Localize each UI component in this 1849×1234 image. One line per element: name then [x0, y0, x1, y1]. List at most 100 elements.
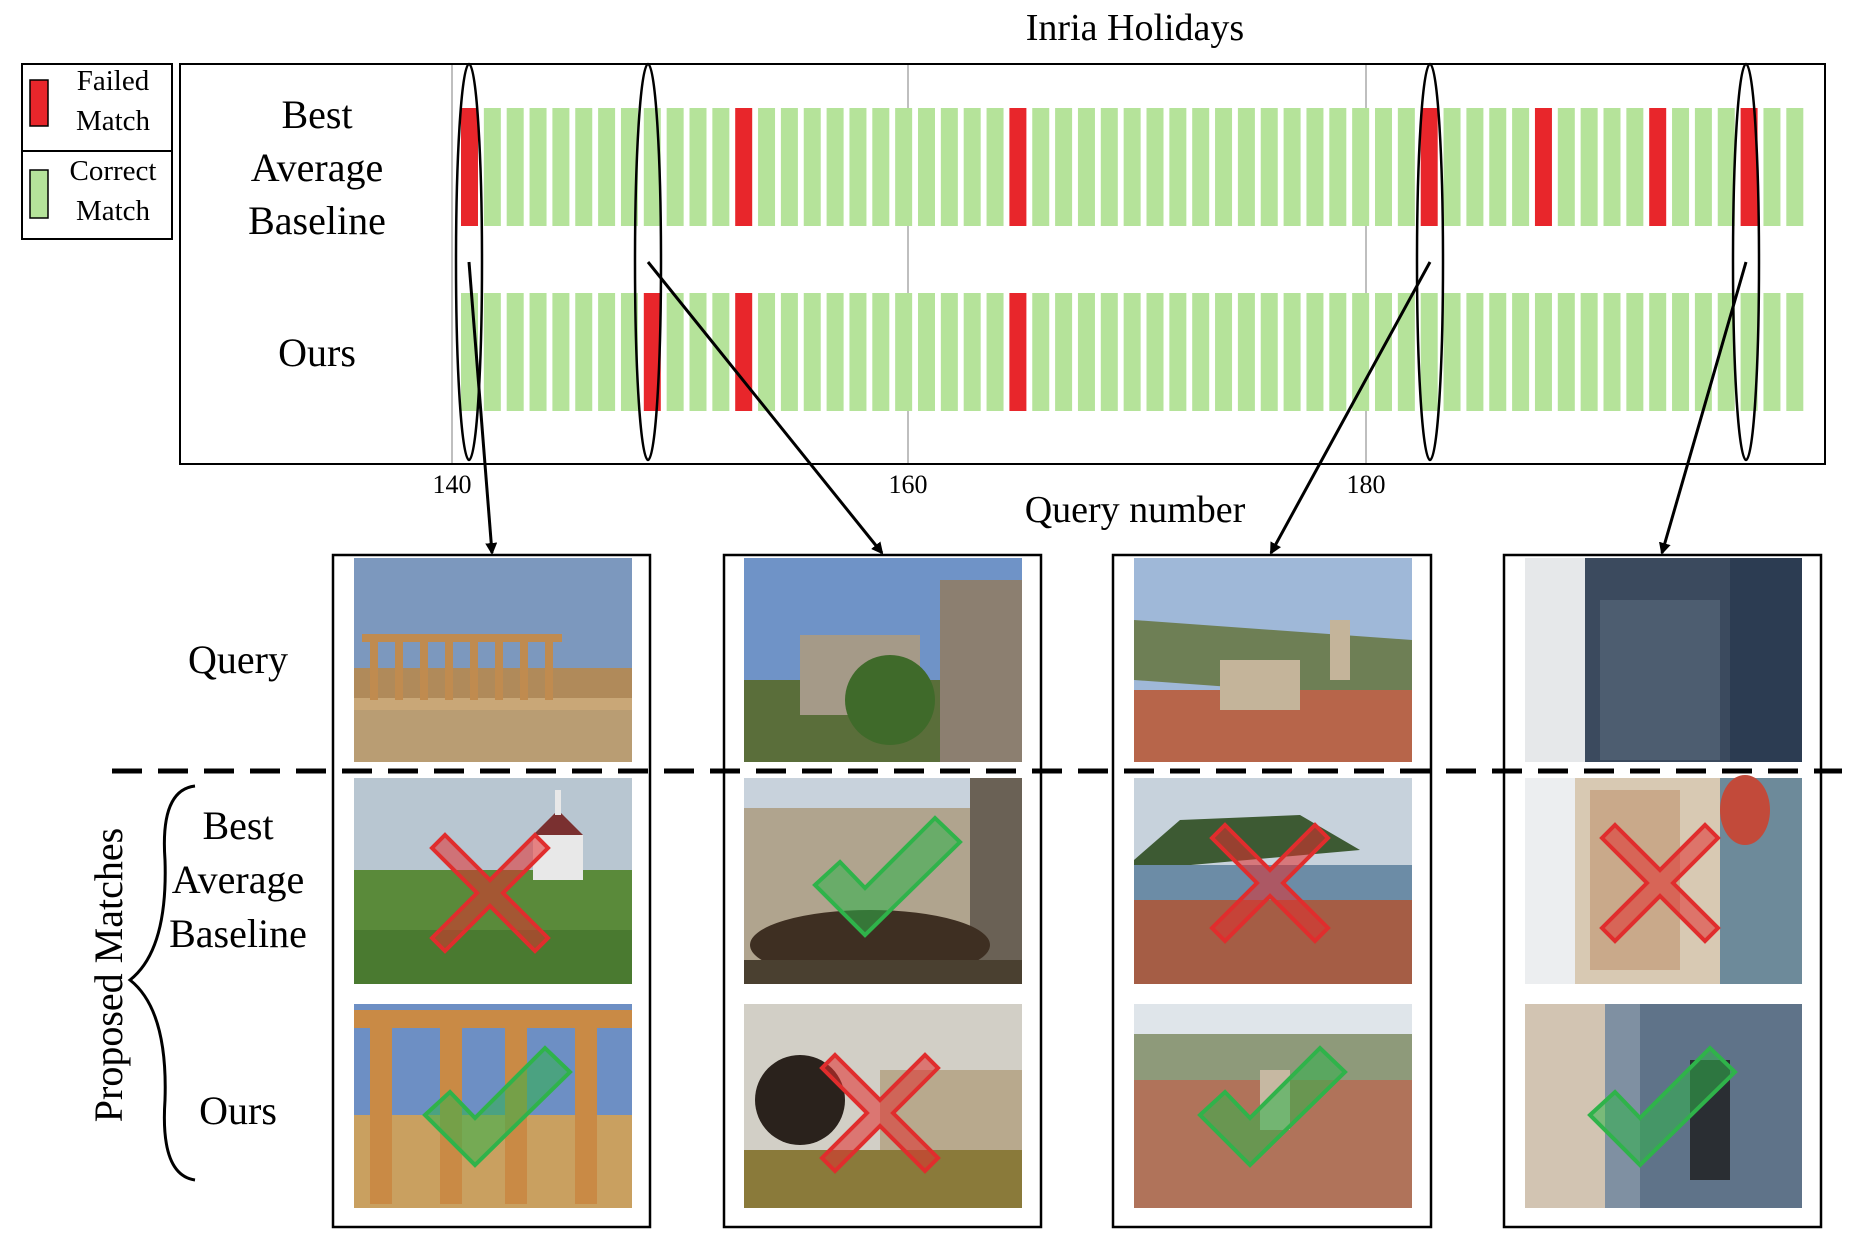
ours-bar-156	[803, 293, 821, 411]
baseline-match-label-3: Baseline	[169, 911, 307, 956]
ours-bar-155	[780, 293, 798, 411]
ours-bar-148	[620, 293, 638, 411]
highlight-ellipse-197	[1731, 62, 1761, 462]
ours-bar-174	[1215, 293, 1233, 411]
baseline-bar-160	[895, 108, 913, 226]
baseline-bar-168	[1077, 108, 1095, 226]
ours-bar-183	[1420, 293, 1438, 411]
check-icon	[422, 1045, 573, 1168]
tick-label-160: 160	[889, 470, 928, 499]
highlight-ellipse-183	[1415, 62, 1445, 462]
baseline-bar-156	[803, 108, 821, 226]
baseline-bar-181	[1375, 108, 1392, 226]
ours-bar-149	[643, 293, 661, 411]
ours-bar-167	[1055, 293, 1073, 411]
baseline-bar-171	[1146, 108, 1164, 226]
baseline-bar-144	[529, 108, 547, 226]
baseline-bar-142	[483, 108, 501, 226]
ours-match-label: Ours	[199, 1088, 277, 1133]
row-label-baseline: Best	[281, 92, 352, 137]
ours-bar-192	[1626, 293, 1644, 411]
ours-bar-186	[1489, 293, 1507, 411]
ours-bar-142	[483, 293, 501, 411]
ours-bar-161	[918, 293, 935, 411]
arrow-197	[1659, 261, 1748, 555]
ours-bar-185	[1466, 293, 1484, 411]
query-photo-149	[744, 558, 1022, 762]
baseline-bar-150	[666, 108, 684, 226]
example-panel-197	[1502, 553, 1823, 1229]
baseline-bar-169	[1100, 108, 1118, 226]
cross-icon	[819, 1052, 941, 1174]
query-photo-197	[1525, 558, 1802, 762]
arrows	[467, 261, 1748, 555]
check-icon	[1197, 1045, 1348, 1168]
ours-bar-154	[758, 293, 776, 411]
ours-bar-197	[1740, 293, 1758, 411]
baseline-photo-183	[1134, 778, 1412, 984]
example-panels	[331, 553, 1823, 1229]
baseline-match-label: Best	[202, 803, 273, 848]
ours-bar-177	[1283, 293, 1301, 411]
ours-bar-157	[826, 293, 844, 411]
arrow-149	[646, 261, 884, 555]
ours-bar-173	[1192, 293, 1210, 411]
baseline-bar-196	[1717, 108, 1735, 226]
legend: Failed Match Correct Match	[21, 63, 173, 240]
legend-correct-label-2: Match	[76, 195, 151, 227]
ours-bar-195	[1694, 293, 1712, 411]
baseline-bar-152	[712, 108, 730, 226]
baseline-bar-173	[1192, 108, 1210, 226]
ours-photo-141	[354, 1004, 632, 1208]
ours-bar-160	[895, 293, 913, 411]
ours-bar-184	[1443, 293, 1461, 411]
baseline-bar-153	[735, 108, 753, 226]
row-label-baseline-3: Baseline	[248, 198, 386, 243]
baseline-bar-148	[620, 108, 638, 226]
ours-bar-165	[1009, 293, 1027, 411]
ours-bar-181	[1375, 293, 1392, 411]
ours-bar-189	[1557, 293, 1575, 411]
query-label: Query	[188, 637, 288, 682]
ours-bar-147	[598, 293, 616, 411]
ours-bar-150	[666, 293, 684, 411]
ours-bar-190	[1580, 293, 1598, 411]
baseline-bar-176	[1260, 108, 1278, 226]
baseline-bar-159	[872, 108, 890, 226]
legend-failed-swatch	[29, 79, 49, 127]
query-photo-183	[1134, 558, 1412, 762]
ours-bar-166	[1032, 293, 1050, 411]
baseline-bar-183	[1420, 108, 1438, 226]
ours-bar-162	[940, 293, 958, 411]
example-panel-183	[1111, 553, 1433, 1229]
ours-bar-163	[963, 293, 981, 411]
ours-bar-164	[986, 293, 1004, 411]
baseline-bar-197	[1740, 108, 1758, 226]
ours-bar-159	[872, 293, 890, 411]
baseline-bar-158	[849, 108, 867, 226]
legend-correct-label: Correct	[70, 155, 157, 187]
baseline-bar-190	[1580, 108, 1598, 226]
legend-failed-label: Failed	[77, 65, 150, 97]
ours-bar-158	[849, 293, 867, 411]
baseline-bar-199	[1786, 108, 1804, 226]
baseline-bar-198	[1763, 108, 1781, 226]
baseline-bar-188	[1534, 108, 1552, 226]
chart-title: Inria Holidays	[1026, 7, 1244, 49]
row-label-baseline-2: Average	[251, 145, 384, 190]
ours-bar-182	[1397, 293, 1415, 411]
baseline-bar-165	[1009, 108, 1027, 226]
ours-bar-170	[1123, 293, 1141, 411]
ours-bar-191	[1603, 293, 1621, 411]
baseline-bar-187	[1512, 108, 1530, 226]
ours-bar-151	[689, 293, 707, 411]
query-bars	[461, 108, 1804, 411]
ours-bar-153	[735, 293, 753, 411]
ours-bar-176	[1260, 293, 1278, 411]
example-panel-141	[331, 553, 652, 1229]
cross-icon	[1599, 822, 1721, 944]
ours-bar-179	[1329, 293, 1347, 411]
baseline-bar-179	[1329, 108, 1347, 226]
legend-correct-swatch	[29, 169, 49, 219]
